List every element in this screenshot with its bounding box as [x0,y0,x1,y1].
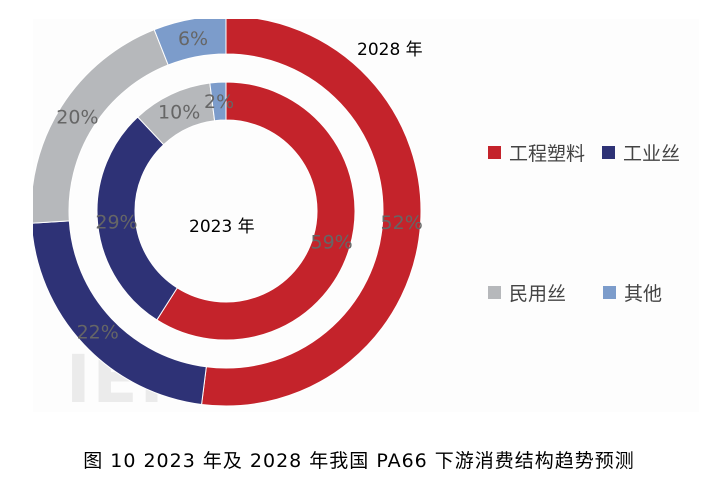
legend-label: 工程塑料 [509,143,586,165]
legend-item-industrial-yarn: 工业丝 [602,139,680,166]
inner-ring [96,81,356,341]
inner-ring-label-industrial-yarn: 29% [95,211,137,233]
legend-swatch [488,146,501,159]
outer-ring [33,19,422,407]
legend-label: 民用丝 [509,283,567,305]
inner-ring-title: 2023 年 [189,217,255,237]
outer-ring-title: 2028 年 [357,40,423,60]
outer-ring-label-engineering-plastics: 52% [381,212,423,234]
legend-swatch [488,286,501,299]
legend-item-other: 其他 [603,279,662,306]
outer-ring-label-industrial-yarn: 22% [77,321,119,343]
inner-ring-label-other: 2% [204,91,234,113]
legend-label: 工业丝 [623,143,681,165]
chart-panel: IEM 52%22%20%6%59%29%10%2% 2028 年 2023 年… [33,19,699,418]
outer-ring-label-other: 6% [178,28,208,50]
outer-ring-slice-engineering-plastics [201,19,422,407]
inner-ring-slice-other [209,81,227,122]
legend-swatch [602,146,615,159]
figure-caption: 图 10 2023 年及 2028 年我国 PA66 下游消费结构趋势预测 [83,450,635,472]
inner-ring-label-engineering-plastics: 59% [311,232,353,254]
outer-ring-slice-other [153,19,227,66]
legend-item-engineering-plastics: 工程塑料 [488,139,585,166]
legend-swatch [603,286,616,299]
inner-ring-label-civil-yarn: 10% [158,101,200,123]
legend-item-civil-yarn: 民用丝 [488,279,566,306]
outer-ring-slice-industrial-yarn [33,220,207,406]
legend-label: 其他 [624,283,663,305]
ring-labels: 52% 22% 20% 6% 59% 29% 10% 2% [56,28,422,343]
donut-chart: 52% 22% 20% 6% 59% 29% 10% 2% [33,19,423,407]
inner-ring-slice-engineering-plastics [156,81,356,341]
outer-ring-label-civil-yarn: 20% [56,107,98,129]
